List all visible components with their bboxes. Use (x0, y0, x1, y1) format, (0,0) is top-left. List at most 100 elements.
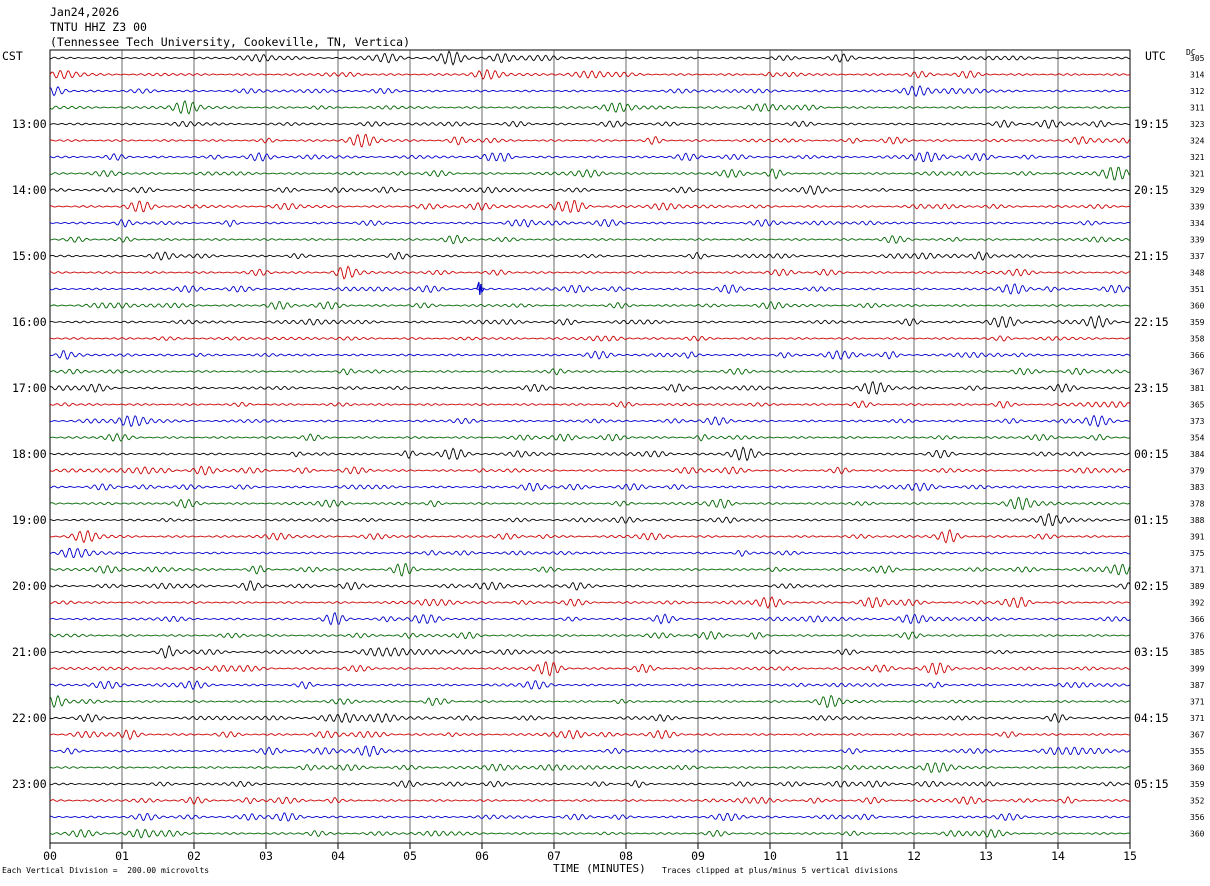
seismic-trace (49, 68, 1131, 80)
seismic-trace (49, 400, 1131, 409)
x-tick-label: 11 (835, 849, 849, 863)
seismic-trace (49, 301, 1131, 310)
dc-offset-label: 321 (1190, 170, 1205, 179)
seismic-trace (49, 660, 1131, 677)
utc-hour-label: 21:15 (1134, 249, 1169, 263)
dc-offset-label: 371 (1190, 698, 1205, 707)
dc-offset-label: 389 (1190, 582, 1205, 591)
dc-offset-label: 388 (1190, 516, 1205, 525)
utc-hour-label: 01:15 (1134, 513, 1169, 527)
x-tick-label: 09 (691, 849, 705, 863)
cst-hour-label: 17:00 (12, 381, 47, 395)
dc-offset-label: 334 (1190, 219, 1205, 228)
seismic-trace (49, 283, 1131, 295)
seismic-trace (49, 367, 1131, 376)
utc-hour-label: 00:15 (1134, 447, 1169, 461)
utc-hour-label: 23:15 (1134, 381, 1169, 395)
seismic-trace (49, 335, 1131, 342)
seismic-trace (49, 50, 1131, 66)
cst-axis-label: CST (2, 49, 23, 63)
dc-offset-label: 348 (1190, 269, 1205, 278)
dc-offset-label: 399 (1190, 665, 1205, 674)
dc-offset-label: 356 (1190, 813, 1205, 822)
station-label: TNTU HHZ Z3 00 (50, 20, 147, 34)
seismic-trace (49, 218, 1131, 228)
x-tick-label: 03 (259, 849, 273, 863)
seismic-trace (49, 85, 1131, 98)
seismic-trace (49, 828, 1131, 839)
seismic-trace (49, 644, 1131, 659)
scale-note: Each Vertical Division = 200.00 microvol… (2, 866, 210, 875)
x-tick-label: 02 (187, 849, 201, 863)
cst-hour-label: 23:00 (12, 777, 47, 791)
event-spike (476, 281, 485, 296)
date-label: Jan24,2026 (50, 5, 120, 19)
dc-offset-label: 385 (1190, 648, 1205, 657)
seismic-trace (49, 185, 1131, 196)
dc-offset-label: 367 (1190, 731, 1205, 740)
dc-offset-label: 321 (1190, 153, 1205, 162)
dc-offset-label: 358 (1190, 335, 1205, 344)
dc-offset-label: 360 (1190, 302, 1205, 311)
dc-label: DC (1186, 48, 1196, 57)
clip-note: Traces clipped at plus/minus 5 vertical … (662, 866, 899, 875)
cst-hour-label: 16:00 (12, 315, 47, 329)
dc-offset-label: 378 (1190, 500, 1205, 509)
x-axis-title: TIME (MINUTES) (553, 862, 646, 875)
cst-hour-label: 14:00 (12, 183, 47, 197)
dc-offset-label: 324 (1190, 137, 1205, 146)
dc-offset-label: 352 (1190, 797, 1205, 806)
seismic-trace (49, 350, 1131, 360)
seismic-trace (49, 745, 1131, 757)
cst-hour-label: 18:00 (12, 447, 47, 461)
dc-offset-label: 387 (1190, 681, 1205, 690)
dc-offset-label: 339 (1190, 203, 1205, 212)
dc-offset-label: 366 (1190, 351, 1205, 360)
seismic-trace (49, 133, 1131, 148)
dc-offset-label: 375 (1190, 549, 1205, 558)
utc-hour-label: 22:15 (1134, 315, 1169, 329)
x-tick-label: 10 (763, 849, 777, 863)
utc-hour-label: 02:15 (1134, 579, 1169, 593)
x-tick-label: 06 (475, 849, 489, 863)
utc-axis-label: UTC (1145, 49, 1166, 63)
dc-offset-label: 365 (1190, 401, 1205, 410)
x-tick-label: 07 (547, 849, 561, 863)
x-tick-label: 13 (979, 849, 993, 863)
plot-frame (49, 49, 1131, 844)
cst-hour-label: 15:00 (12, 249, 47, 263)
dc-offset-label: 305 (1190, 54, 1205, 63)
seismic-trace (49, 166, 1131, 181)
dc-offset-label: 351 (1190, 285, 1205, 294)
utc-hour-label: 04:15 (1134, 711, 1169, 725)
seismic-trace (49, 119, 1131, 129)
seismic-trace (49, 200, 1131, 213)
seismic-trace (49, 234, 1131, 245)
dc-offset-label: 391 (1190, 533, 1205, 542)
dc-offset-label: 384 (1190, 450, 1205, 459)
seismic-trace (49, 630, 1131, 640)
seismic-trace (49, 529, 1131, 544)
x-tick-label: 05 (403, 849, 417, 863)
dc-offset-label: 329 (1190, 186, 1205, 195)
seismic-trace (49, 465, 1131, 476)
utc-hour-label: 03:15 (1134, 645, 1169, 659)
seismic-trace (49, 496, 1131, 510)
seismic-trace (49, 100, 1131, 115)
dc-offset-label: 359 (1190, 780, 1205, 789)
utc-hour-label: 19:15 (1134, 117, 1169, 131)
dc-offset-label: 383 (1190, 483, 1205, 492)
seismic-trace (49, 315, 1131, 330)
dc-offset-label: 359 (1190, 318, 1205, 327)
dc-offset-label: 371 (1190, 714, 1205, 723)
x-tick-label: 12 (907, 849, 921, 863)
seismic-trace (49, 433, 1131, 442)
dc-offset-label: 392 (1190, 599, 1205, 608)
cst-hour-label: 21:00 (12, 645, 47, 659)
seismic-trace (49, 729, 1131, 741)
seismic-trace (49, 611, 1131, 626)
dc-offset-label: 379 (1190, 467, 1205, 476)
seismic-trace (49, 580, 1131, 591)
dc-offset-label: 311 (1190, 104, 1205, 113)
